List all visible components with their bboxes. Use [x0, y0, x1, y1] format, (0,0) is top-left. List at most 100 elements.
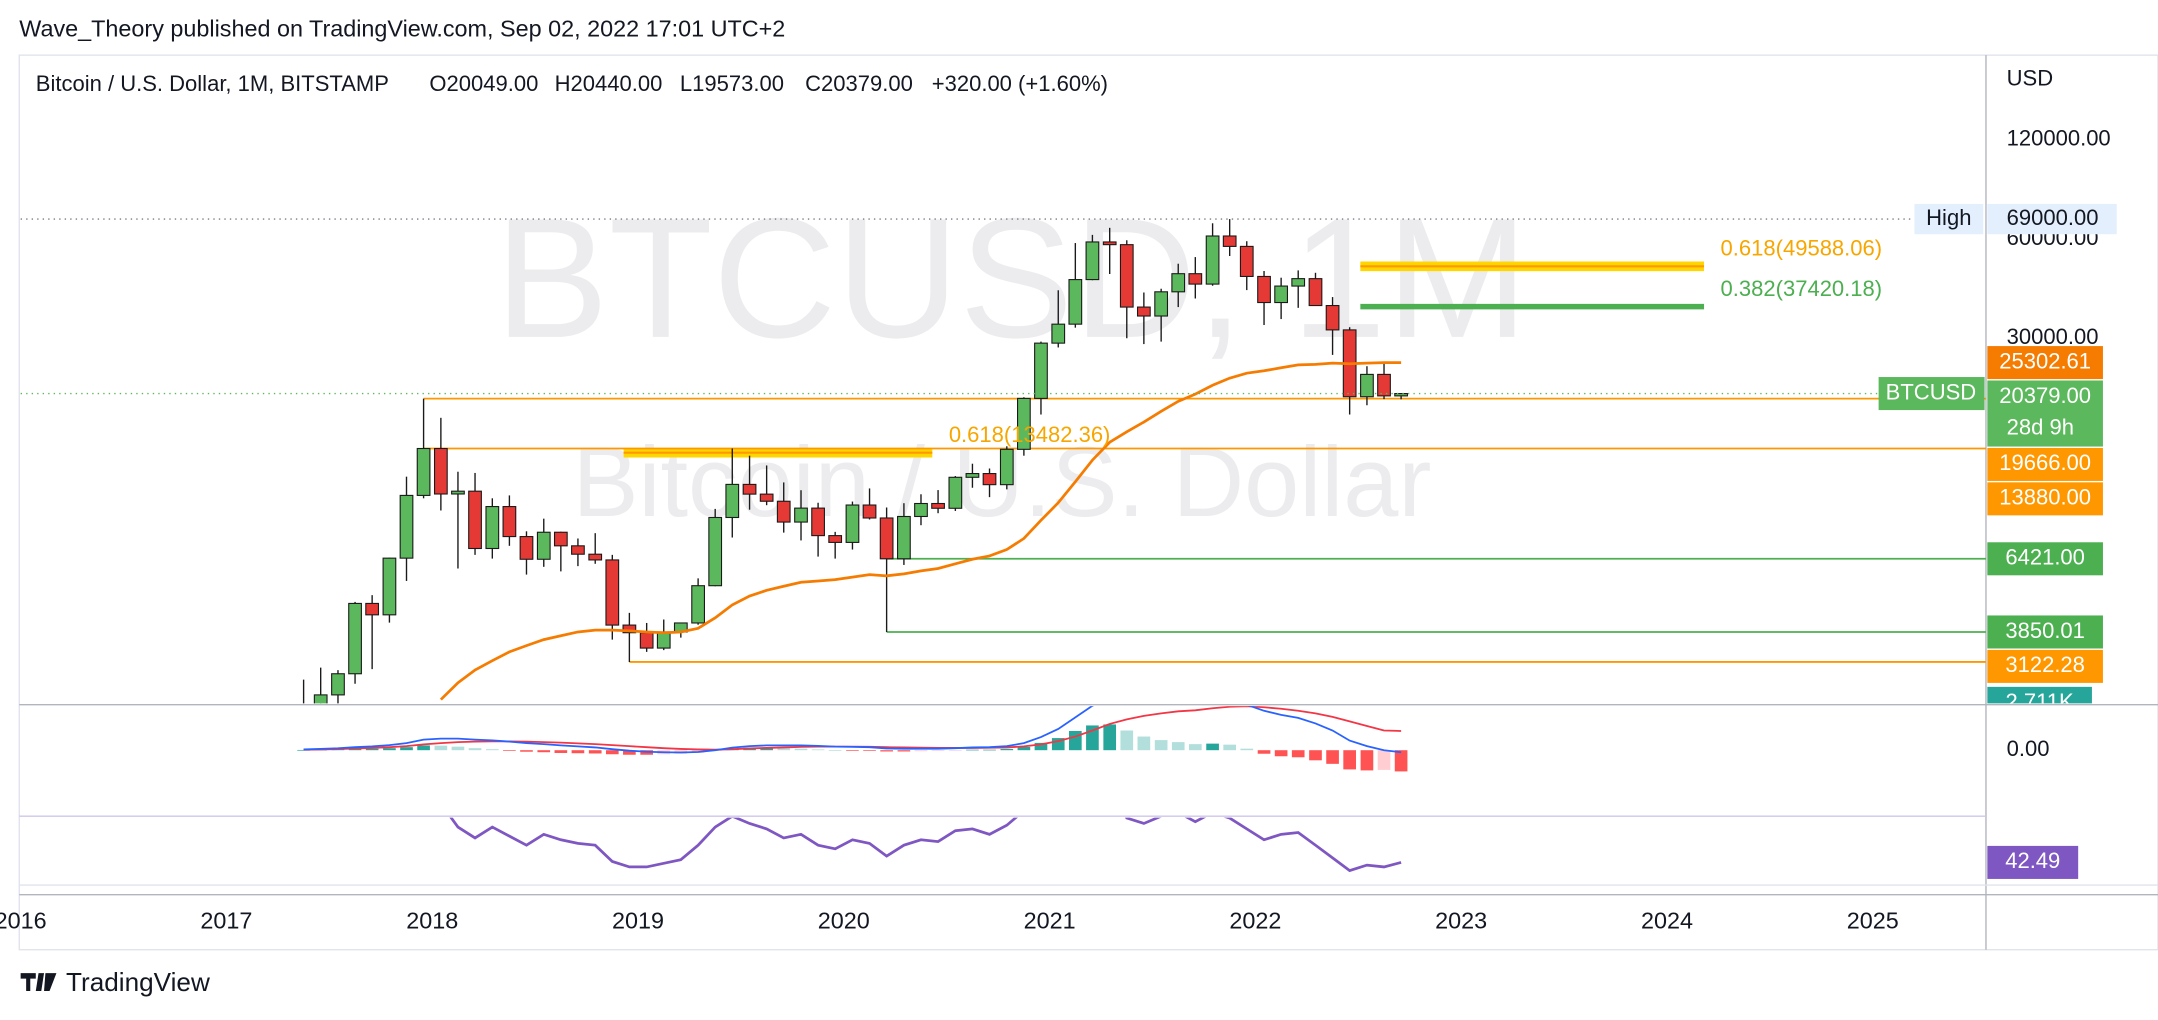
macd-histogram-bar [451, 746, 465, 751]
macd-histogram-bar [1154, 740, 1168, 751]
macd-histogram-bar [1120, 730, 1134, 751]
volume-label-box [1987, 686, 2092, 704]
symbol-change: +320.00 (+1.60%) [932, 71, 1108, 96]
macd-macd-line [303, 706, 1402, 754]
candle-body [1051, 323, 1066, 344]
macd-histogram-bar [623, 750, 636, 755]
price-label-box [1987, 447, 2103, 481]
candle-body [639, 632, 654, 649]
price-label-box [1987, 380, 2103, 447]
symbol-label: BTCUSD [1886, 379, 1977, 404]
candle-body [897, 515, 911, 560]
candle-body [399, 494, 414, 559]
candle-body [1257, 275, 1271, 304]
price-label-box [1987, 346, 2103, 380]
macd-histogram-bar [777, 748, 791, 751]
macd-histogram-bar [1000, 748, 1014, 751]
macd-histogram-bar [297, 749, 310, 751]
candle-body [331, 673, 345, 696]
price-label-box [1987, 615, 2103, 649]
symbol-box [1878, 377, 1985, 411]
candle-body [1188, 273, 1203, 285]
macd-histogram-bar [1377, 750, 1391, 770]
macd-histogram-bar [365, 748, 379, 751]
macd-histogram-bar [417, 745, 430, 751]
macd-histogram-bar [794, 748, 808, 751]
macd-histogram-bar [554, 750, 568, 753]
price-label-box [1987, 482, 2103, 516]
candle-body [1308, 278, 1323, 307]
y-tick-label: 30000.00 [2007, 324, 2099, 349]
macd-histogram-bar [571, 750, 585, 754]
macd-histogram-bar [1274, 750, 1288, 757]
candle-body [313, 694, 328, 704]
macd-histogram-bar [846, 750, 859, 751]
x-tick-label: 2020 [818, 907, 870, 933]
candle-body [451, 490, 465, 495]
candle-body [742, 483, 757, 495]
x-tick-label: 2017 [200, 907, 252, 933]
macd-histogram-bar [383, 748, 396, 751]
candle-body [382, 557, 397, 616]
symbol-close: C20379.00 [805, 71, 913, 96]
macd-histogram-bar [1343, 750, 1356, 770]
candle-body [982, 473, 997, 486]
published-line: Wave_Theory published on TradingView.com… [19, 16, 785, 42]
overlay: 2016 2017 2018 2019 2020 2021 2022 2023 2024 2025… [0, 203, 2117, 933]
macd-histogram-bar [1017, 746, 1031, 751]
candle-body [862, 504, 877, 519]
candle-body [691, 585, 705, 624]
price-label-box [1987, 542, 2103, 576]
high-label: High [1926, 205, 1971, 230]
high-value: 69000.00 [2007, 205, 2099, 230]
macd-histogram-bar [1137, 736, 1151, 751]
macd-histogram-bar [811, 749, 825, 751]
rsi-label: 42.49 [2005, 848, 2060, 873]
candle-body [1102, 241, 1117, 246]
candle-body [1085, 241, 1100, 281]
macd-histogram-bar [1171, 742, 1185, 751]
macd-histogram-bar [1291, 750, 1305, 758]
macd-histogram-bar [468, 748, 482, 751]
macd-histogram-bar [880, 750, 893, 752]
macd-histogram-bar [1326, 750, 1339, 764]
macd-histogram-bar [434, 745, 448, 751]
candle-body [1205, 235, 1220, 285]
x-tick-label: 2021 [1024, 907, 1076, 933]
candle-body [1154, 291, 1169, 317]
macd-histogram-bar [348, 748, 362, 751]
rsi-label-box [1987, 845, 2079, 879]
candle-body [845, 504, 860, 543]
watermark-ticker: BTCUSD, 1M [495, 184, 1528, 374]
macd-histogram-bar [897, 750, 911, 752]
candle-body [879, 517, 894, 560]
candle-body [605, 559, 620, 626]
candle-body [588, 553, 603, 561]
candle-body [365, 602, 380, 616]
x-tick-label: 2018 [406, 907, 458, 933]
macd-histogram-bar [949, 750, 962, 751]
macd-histogram-bar [485, 749, 499, 751]
macd-histogram-bar [1206, 743, 1219, 751]
macd-histogram-bar [1069, 731, 1082, 751]
candle-body [828, 535, 843, 543]
candle-body [1068, 279, 1083, 325]
rsi-line [449, 817, 1402, 873]
macd-histogram-bar [1394, 750, 1408, 772]
x-tick-label: 2016 [0, 907, 47, 933]
candle-body [1017, 397, 1031, 450]
candle-body [1222, 235, 1237, 247]
price-label-box [1987, 649, 2103, 683]
candle-body [656, 631, 671, 649]
macd-histogram-bar [863, 750, 876, 751]
candle-body [1377, 373, 1391, 397]
macd-pane [297, 706, 1408, 772]
candle-body [794, 507, 808, 523]
macd-histogram-bar [914, 750, 928, 752]
candle-body [1171, 273, 1186, 293]
macd-histogram-bar [966, 749, 979, 751]
candle-body [1239, 245, 1254, 278]
volume-label: 2.711K [2006, 689, 2074, 714]
countdown: 28d 9h [2007, 414, 2074, 439]
